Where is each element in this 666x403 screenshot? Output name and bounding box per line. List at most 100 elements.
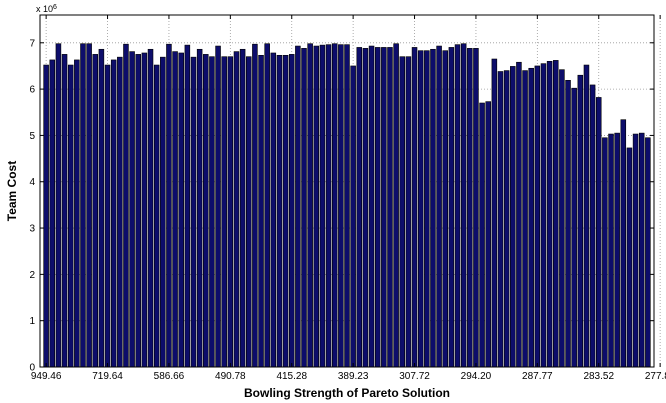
bar	[473, 48, 479, 368]
bar	[74, 59, 80, 368]
bar	[43, 64, 49, 368]
bar	[522, 70, 528, 368]
bar	[135, 54, 141, 368]
x-tick-label: 283.52	[583, 371, 614, 382]
bar	[67, 64, 74, 368]
plot-area-frame	[39, 14, 655, 368]
bar	[387, 47, 393, 368]
bar	[485, 101, 491, 368]
x-tick-label: 389.23	[338, 371, 369, 382]
bar	[276, 54, 283, 368]
y-tick-label: 1	[29, 316, 35, 327]
bar	[123, 43, 129, 368]
bar	[626, 147, 633, 368]
bar	[331, 43, 338, 368]
x-tick-label: 307.72	[399, 371, 430, 382]
bar	[583, 64, 590, 368]
bar	[153, 64, 160, 368]
bar	[448, 47, 455, 368]
bar	[350, 65, 356, 368]
bar	[645, 137, 651, 368]
bar	[246, 56, 252, 368]
bar	[307, 43, 313, 368]
bar	[104, 64, 111, 368]
bar	[239, 48, 246, 368]
y-axis-exponent-label: x 106	[36, 4, 57, 15]
bar	[129, 51, 135, 368]
bar	[86, 43, 92, 368]
x-tick-label: 949.46	[31, 371, 62, 382]
y-tick-label: 3	[29, 224, 35, 235]
bar	[632, 133, 639, 368]
bar	[270, 52, 277, 368]
y-axis-ticks: 0 1 2 3 4 5 6 7	[29, 38, 654, 374]
bar	[454, 44, 461, 368]
y-tick-label: 0	[29, 363, 35, 374]
bar	[565, 80, 571, 368]
bar	[559, 69, 565, 368]
bar	[571, 87, 577, 368]
bar	[362, 48, 369, 368]
bar	[540, 63, 547, 368]
y-tick-label: 5	[29, 131, 35, 142]
x-tick-label: 415.28	[276, 371, 307, 382]
y-axis-label: Team Cost	[5, 161, 19, 221]
bar	[589, 84, 596, 368]
x-tick-label: 277.85	[645, 371, 666, 382]
bar	[61, 54, 68, 368]
bar	[258, 54, 264, 368]
bar	[233, 51, 240, 368]
bar	[491, 58, 498, 368]
x-tick-label: 287.77	[522, 371, 553, 382]
x-tick-label: 719.64	[92, 371, 123, 382]
bar	[80, 43, 86, 368]
bar	[497, 71, 504, 368]
bar	[227, 56, 234, 368]
bar	[411, 47, 418, 368]
y-tick-label: 4	[29, 177, 35, 188]
bar	[221, 56, 227, 368]
x-tick-label: 586.66	[154, 371, 185, 382]
bar	[147, 48, 154, 368]
bar	[534, 65, 541, 368]
exponent-power: 6	[53, 4, 57, 11]
bar	[374, 47, 381, 368]
x-tick-label: 490.78	[215, 371, 246, 382]
bar	[638, 132, 645, 368]
y-tick-label: 7	[29, 38, 35, 49]
bar	[313, 45, 320, 368]
bar	[49, 59, 56, 368]
bar	[503, 70, 510, 368]
bar	[319, 44, 326, 368]
bar	[405, 56, 412, 368]
bar	[196, 48, 203, 368]
bar	[117, 56, 123, 368]
bar	[110, 59, 117, 368]
bar	[553, 60, 559, 368]
bar	[510, 66, 516, 368]
bar	[424, 50, 430, 368]
bar	[417, 50, 424, 368]
y-tick-label: 6	[29, 85, 35, 96]
bar	[620, 119, 627, 368]
bar	[160, 56, 166, 368]
bar	[399, 56, 406, 368]
bar	[368, 45, 375, 368]
bar	[209, 56, 215, 368]
bar	[460, 43, 467, 368]
bar	[325, 44, 332, 368]
bar	[178, 52, 184, 368]
bar	[295, 45, 301, 368]
bar	[608, 133, 614, 368]
bars	[43, 43, 651, 368]
bar	[344, 44, 350, 368]
x-axis-label: Bowling Strength of Pareto Solution	[244, 386, 450, 400]
bar	[595, 97, 602, 368]
bar	[356, 47, 363, 368]
bar	[282, 54, 289, 368]
bar	[215, 45, 221, 368]
bar	[172, 51, 178, 368]
y-tick-label: 2	[29, 270, 35, 281]
bar	[190, 56, 197, 368]
